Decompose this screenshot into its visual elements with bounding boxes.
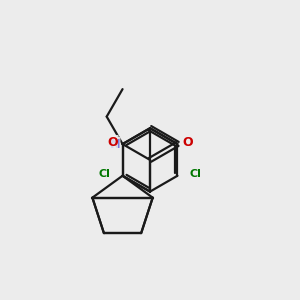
- Text: Cl: Cl: [99, 169, 111, 179]
- Text: O: O: [182, 136, 193, 148]
- Text: O: O: [182, 136, 193, 148]
- Text: N: N: [110, 138, 120, 151]
- Text: O: O: [107, 136, 118, 148]
- Text: Cl: Cl: [189, 169, 201, 179]
